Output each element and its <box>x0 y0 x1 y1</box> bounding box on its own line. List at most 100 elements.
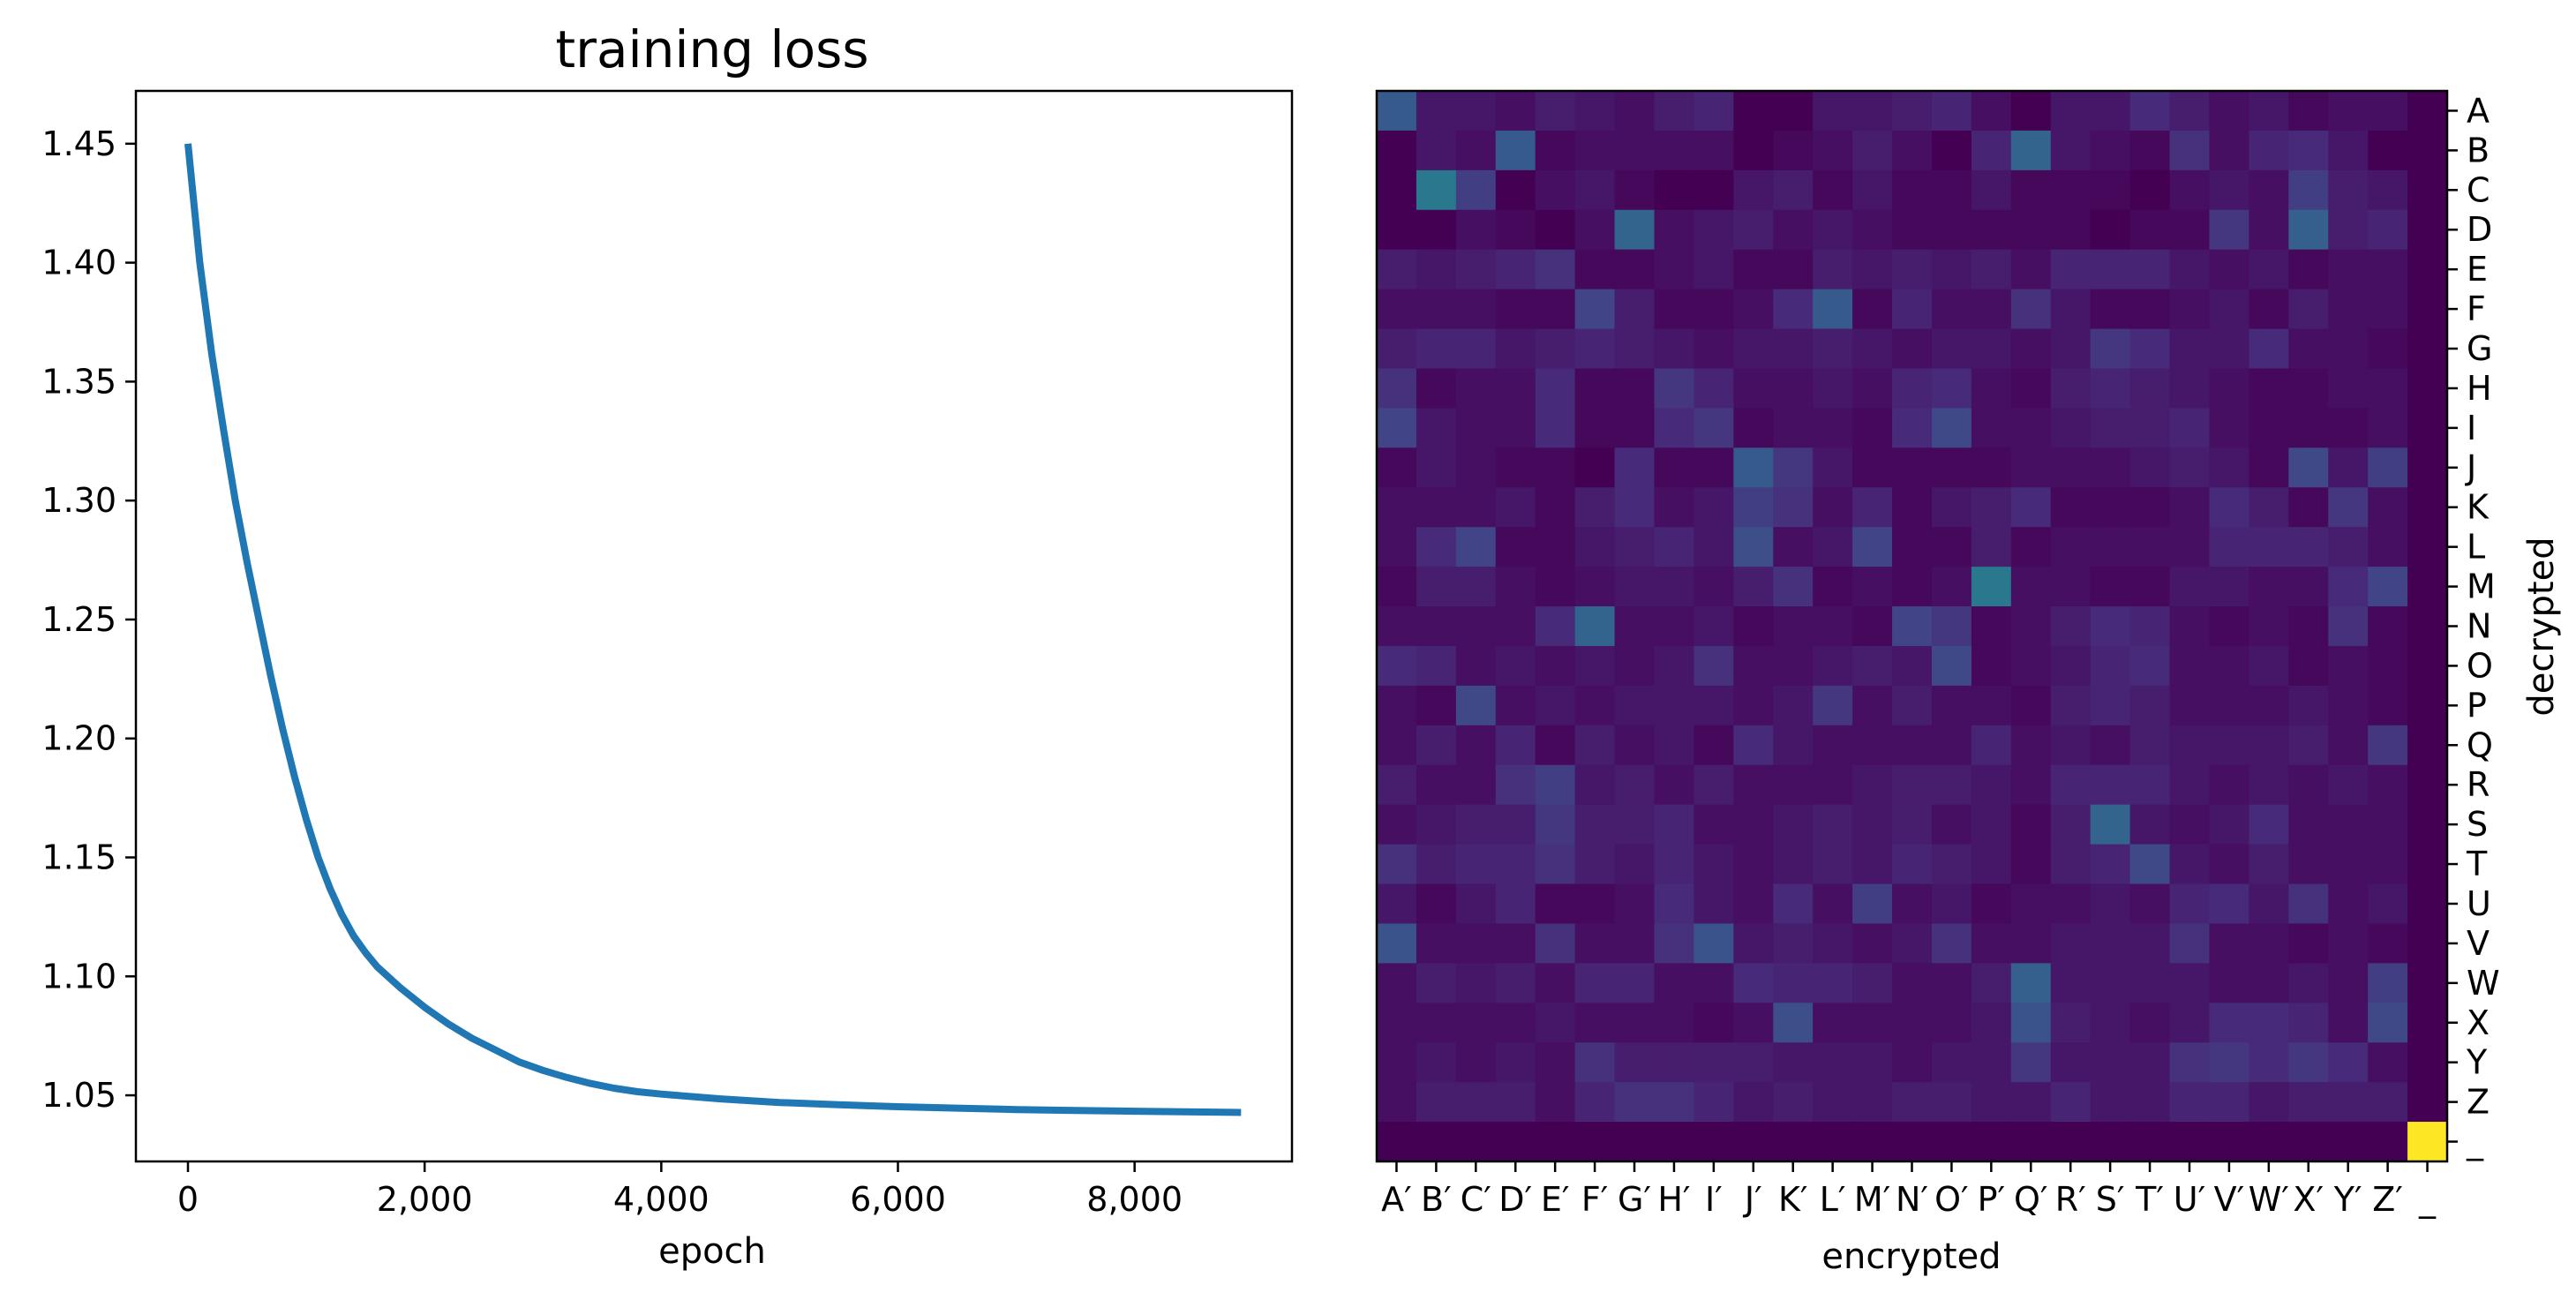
heatmap-cell <box>1614 844 1656 885</box>
heatmap-cell <box>2249 91 2289 132</box>
heatmap-cell <box>2249 289 2289 330</box>
heatmap-cell <box>1971 408 2012 448</box>
heatmap-cell <box>1931 844 1972 885</box>
heatmap-cell <box>1892 804 1933 845</box>
heatmap-y-tick-label: O <box>2467 646 2493 685</box>
heatmap-cell <box>2407 1122 2448 1162</box>
heatmap-cell <box>1614 645 1656 687</box>
heatmap-y-tick-label: U <box>2467 884 2491 923</box>
heatmap-cell <box>2249 408 2289 448</box>
heatmap-cell <box>1535 567 1576 607</box>
heatmap-cell <box>1574 1122 1616 1162</box>
heatmap-cell <box>1455 209 1497 251</box>
heatmap-y-tick-label: X <box>2467 1003 2490 1042</box>
heatmap-cell <box>1416 91 1457 132</box>
heatmap-cell <box>2010 804 2052 845</box>
heatmap-cell <box>1377 328 1417 370</box>
heatmap-cell <box>2288 1042 2329 1083</box>
heatmap-cell <box>1892 408 1933 448</box>
heatmap-cell <box>2010 1082 2052 1123</box>
heatmap-cell <box>2288 567 2329 607</box>
heatmap-cell <box>2010 645 2052 687</box>
heatmap-cell <box>2129 249 2171 290</box>
heatmap-cell <box>1773 804 1814 845</box>
heatmap-cell <box>2129 645 2171 687</box>
heatmap-cell <box>1614 209 1656 251</box>
heatmap-cell <box>1455 1042 1497 1083</box>
heatmap-cell <box>1892 923 1933 964</box>
heatmap-cell <box>1892 447 1933 488</box>
heatmap-cell <box>2407 169 2448 211</box>
heatmap-cell <box>2288 249 2329 290</box>
heatmap-cell <box>2010 1003 2052 1043</box>
heatmap-cell <box>1416 169 1457 211</box>
heatmap-cell <box>2010 368 2052 410</box>
heatmap-cell <box>1495 169 1536 211</box>
heatmap-cell <box>2169 447 2211 488</box>
heatmap-cell <box>1455 963 1497 1003</box>
heatmap-cell <box>1495 923 1536 964</box>
heatmap-cell <box>1971 645 2012 687</box>
line-plot-frame <box>134 89 1294 1163</box>
heatmap-cell <box>1614 487 1656 528</box>
heatmap-cell <box>1733 130 1774 171</box>
heatmap-cell <box>1377 606 1417 647</box>
heatmap-cell <box>2090 169 2131 211</box>
heatmap-cell <box>2368 567 2408 607</box>
heatmap-cell <box>1852 408 1893 448</box>
heatmap-cell <box>1535 883 1576 925</box>
training-loss-chart: training loss 1.051.101.151.201.251.301.… <box>41 19 1294 1272</box>
heatmap-cell <box>1495 685 1536 726</box>
heatmap-cell <box>2169 804 2211 845</box>
heatmap-cell <box>2368 764 2408 806</box>
heatmap-cell <box>1892 169 1933 211</box>
heatmap-cell <box>1694 408 1734 448</box>
heatmap-cell <box>1931 169 1972 211</box>
heatmap-cell <box>2129 685 2171 726</box>
heatmap-cell <box>2288 645 2329 687</box>
heatmap-cell <box>1733 567 1774 607</box>
heatmap-cell <box>1455 844 1497 885</box>
heatmap-cell <box>1455 685 1497 726</box>
heatmap-cell <box>1535 804 1576 845</box>
heatmap-cell <box>1773 209 1814 251</box>
heatmap-cell <box>1892 844 1933 885</box>
heatmap-cell <box>1773 645 1814 687</box>
heatmap-cell <box>1813 289 1853 330</box>
heatmap-cell <box>1931 130 1972 171</box>
heatmap-cell <box>1813 645 1853 687</box>
heatmap-cell <box>2090 1042 2131 1083</box>
heatmap-cell <box>1654 289 1695 330</box>
heatmap-cell <box>2129 408 2171 448</box>
heatmap-cell <box>1455 923 1497 964</box>
heatmap-cell <box>2368 1122 2408 1162</box>
heatmap-cell <box>2090 764 2131 806</box>
heatmap-x-axis-label: encrypted <box>1821 1236 2001 1277</box>
heatmap-cell <box>1377 408 1417 448</box>
heatmap-x-tick-label: _ <box>2418 1180 2437 1219</box>
heatmap-cell <box>2209 764 2249 806</box>
heatmap-cell <box>1377 1082 1417 1123</box>
heatmap-cell <box>1971 963 2012 1003</box>
heatmap-cell <box>1852 487 1893 528</box>
heatmap-cell <box>1614 1003 1656 1043</box>
heatmap-cell <box>2407 685 2448 726</box>
heatmap-cell <box>1773 130 1814 171</box>
heatmap-cell <box>1614 91 1656 132</box>
heatmap-cell <box>1495 764 1536 806</box>
heatmap-cell <box>1377 567 1417 607</box>
heatmap-cell <box>1931 249 1972 290</box>
heatmap-cell <box>2209 328 2249 370</box>
heatmap-cell <box>2010 844 2052 885</box>
heatmap-cell <box>2288 963 2329 1003</box>
heatmap-cell <box>2249 130 2289 171</box>
heatmap-cell <box>1416 447 1457 488</box>
heatmap-cell <box>2050 883 2092 925</box>
heatmap-cell <box>1852 804 1893 845</box>
heatmap-cell <box>2129 91 2171 132</box>
heatmap-cell <box>1574 169 1616 211</box>
heatmap-cell <box>1614 725 1656 766</box>
heatmap-cell <box>1733 1042 1774 1083</box>
heatmap-cell <box>1455 447 1497 488</box>
heatmap-cell <box>2129 764 2171 806</box>
